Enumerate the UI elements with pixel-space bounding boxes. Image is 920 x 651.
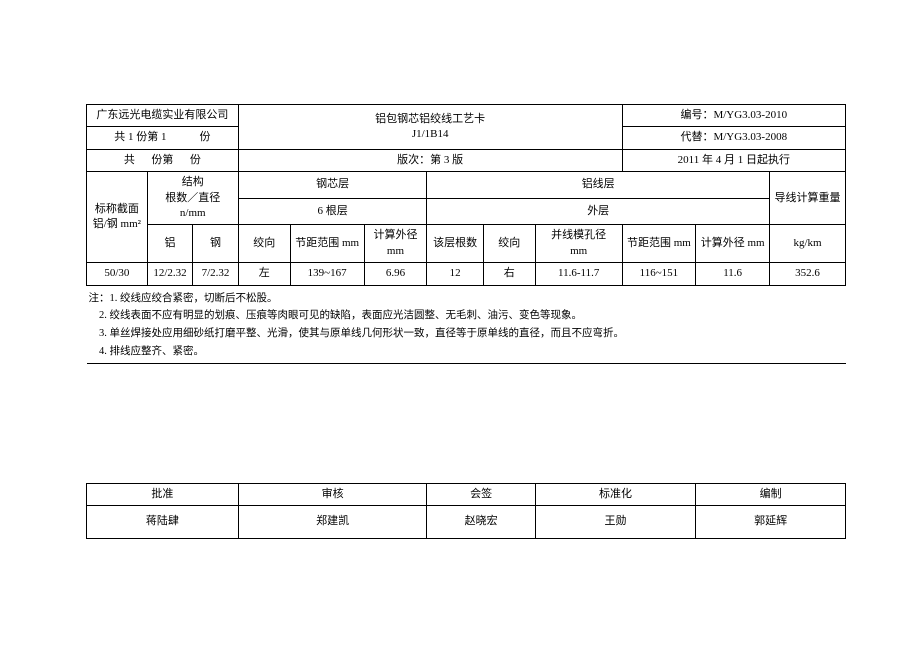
main-table: 广东远光电缆实业有限公司 铝包钢芯铝绞线工艺卡 J1/1B14 编号：M/YG3… bbox=[86, 104, 846, 539]
cell-od1: 6.96 bbox=[364, 263, 427, 285]
sign-approve-n: 蒋陆肆 bbox=[87, 506, 239, 538]
cell-dir2: 右 bbox=[483, 263, 535, 285]
struct-label: 结构 bbox=[152, 175, 234, 190]
col-weight-unit: kg/km bbox=[770, 225, 846, 263]
cell-pitch2: 116~151 bbox=[622, 263, 696, 285]
col-outer: 外层 bbox=[427, 198, 770, 225]
cell-pitch1: 139~167 bbox=[290, 263, 364, 285]
replace-value: M/YG3.03-2008 bbox=[713, 131, 787, 143]
title-cell: 铝包钢芯铝绞线工艺卡 J1/1B14 bbox=[238, 105, 622, 150]
cell-weight: 352.6 bbox=[770, 263, 846, 285]
sign-name-row: 蒋陆肆 郑建凯 赵晓宏 王勋 郭延辉 bbox=[87, 506, 846, 538]
cell-al: 12/2.32 bbox=[147, 263, 193, 285]
die-label: 并线模孔径 bbox=[540, 228, 618, 243]
note-1: 1. 绞线应绞合紧密，切断后不松股。 bbox=[110, 293, 278, 304]
sign-standard-n: 王勋 bbox=[535, 506, 695, 538]
die-unit: mm bbox=[540, 244, 618, 259]
blank-gap bbox=[87, 363, 846, 483]
col-weight: 导线计算重量 bbox=[770, 172, 846, 225]
notes-block: 注：1. 绞线应绞合紧密，切断后不松股。 2. 绞线表面不应有明显的划痕、压痕等… bbox=[87, 285, 846, 363]
col-al-layer: 铝线层 bbox=[427, 172, 770, 199]
pages1-prefix: 共 1 份第 1 bbox=[114, 131, 166, 143]
note-3: 3. 单丝焊接处应用细砂纸打磨平整、光滑，使其与原单线几何形状一致，直径等于原单… bbox=[99, 328, 624, 339]
col-dir2: 绞向 bbox=[483, 225, 535, 263]
col-count: 该层根数 bbox=[427, 225, 483, 263]
sign-review-h: 审核 bbox=[238, 483, 427, 505]
code-value: M/YG3.03-2010 bbox=[713, 109, 787, 121]
title-line2: J1/1B14 bbox=[243, 127, 618, 142]
cell-dir1: 左 bbox=[238, 263, 290, 285]
version-cell: 版次：第 3 版 bbox=[238, 149, 622, 171]
pages-line1: 共 1 份第 1 份 bbox=[87, 127, 239, 149]
col-od1: 计算外径 mm bbox=[364, 225, 427, 263]
notes-prefix: 注： bbox=[89, 293, 110, 304]
col-al: 铝 bbox=[147, 225, 193, 263]
cell-od2: 11.6 bbox=[696, 263, 770, 285]
code-label: 编号： bbox=[680, 109, 713, 121]
sign-compile-n: 郭延辉 bbox=[696, 506, 846, 538]
sign-counter-n: 赵晓宏 bbox=[427, 506, 535, 538]
replace-cell: 代替：M/YG3.03-2008 bbox=[622, 127, 845, 149]
code-cell: 编号：M/YG3.03-2010 bbox=[622, 105, 845, 127]
cell-die: 11.6-11.7 bbox=[535, 263, 622, 285]
effective-cell: 2011 年 4 月 1 日起执行 bbox=[622, 149, 845, 171]
pages-line2: 共 份第 份 bbox=[87, 149, 239, 171]
cell-count: 12 bbox=[427, 263, 483, 285]
struct-sub: 根数／直径 n/mm bbox=[152, 191, 234, 222]
sign-review-n: 郑建凯 bbox=[238, 506, 427, 538]
col-core-count: 6 根层 bbox=[238, 198, 427, 225]
col-od2: 计算外径 mm bbox=[696, 225, 770, 263]
col-die: 并线模孔径 mm bbox=[535, 225, 622, 263]
sign-header-row: 批准 审核 会签 标准化 编制 bbox=[87, 483, 846, 505]
data-row: 50/30 12/2.32 7/2.32 左 139~167 6.96 12 右… bbox=[87, 263, 846, 285]
pages2-a: 共 bbox=[124, 154, 135, 166]
replace-label: 代替： bbox=[680, 131, 713, 143]
sign-standard-h: 标准化 bbox=[535, 483, 695, 505]
title-line1: 铝包钢芯铝绞线工艺卡 bbox=[243, 112, 618, 127]
col-pitch2: 节距范围 mm bbox=[622, 225, 696, 263]
note-4: 4. 排线应整齐、紧密。 bbox=[99, 346, 204, 357]
pages2-c: 份 bbox=[190, 154, 201, 166]
cell-nominal: 50/30 bbox=[87, 263, 148, 285]
col-nominal: 标称截面铝/钢 mm² bbox=[87, 172, 148, 263]
process-card-sheet: 广东远光电缆实业有限公司 铝包钢芯铝绞线工艺卡 J1/1B14 编号：M/YG3… bbox=[86, 104, 846, 539]
note-2: 2. 绞线表面不应有明显的划痕、压痕等肉眼可见的缺陷，表面应光洁圆整、无毛刺、油… bbox=[99, 310, 582, 321]
pages2-b: 份第 bbox=[151, 154, 173, 166]
col-steel: 钢 bbox=[193, 225, 239, 263]
company-cell: 广东远光电缆实业有限公司 bbox=[87, 105, 239, 127]
col-pitch1: 节距范围 mm bbox=[290, 225, 364, 263]
pages1-suffix: 份 bbox=[200, 131, 211, 143]
sign-approve-h: 批准 bbox=[87, 483, 239, 505]
col-core-layer: 钢芯层 bbox=[238, 172, 427, 199]
col-dir1: 绞向 bbox=[238, 225, 290, 263]
col-struct: 结构 根数／直径 n/mm bbox=[147, 172, 238, 225]
sign-counter-h: 会签 bbox=[427, 483, 535, 505]
sign-compile-h: 编制 bbox=[696, 483, 846, 505]
cell-steel: 7/2.32 bbox=[193, 263, 239, 285]
